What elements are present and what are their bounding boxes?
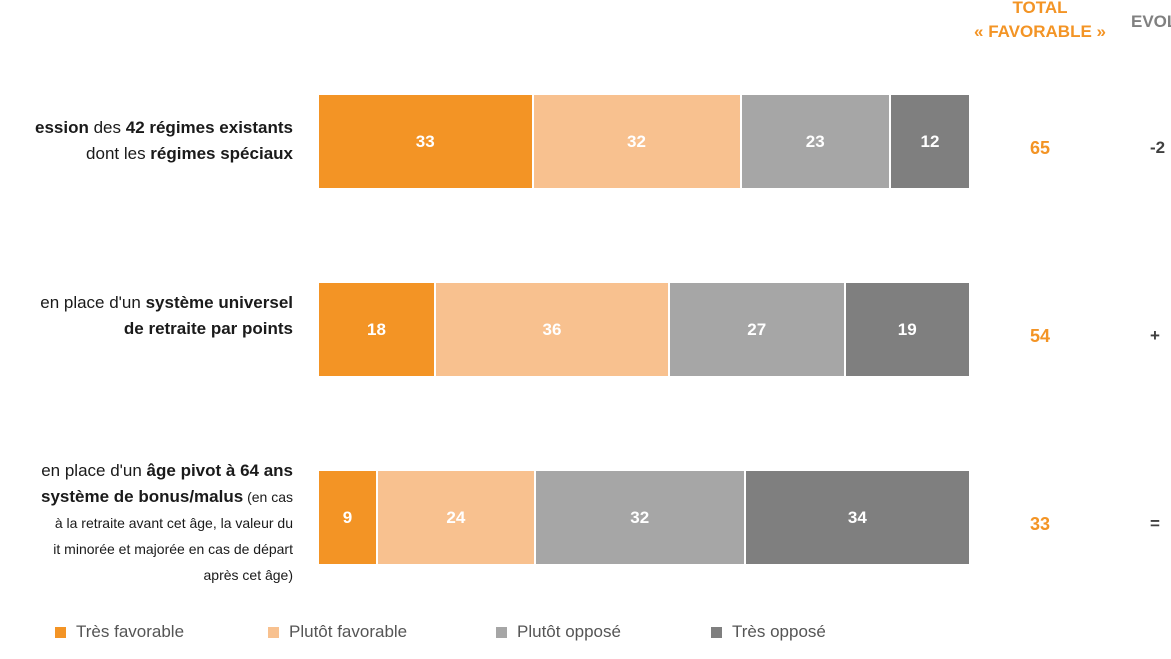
bar-segment: 36 bbox=[436, 283, 670, 376]
category-label-line: ession des 42 régimes existants bbox=[35, 115, 293, 141]
label-text: système de bonus/malus bbox=[41, 487, 244, 506]
category-label: ession des 42 régimes existants dont les … bbox=[35, 115, 293, 167]
label-text: système universel bbox=[145, 293, 293, 312]
label-text: régimes spéciaux bbox=[150, 144, 293, 163]
legend-label: Plutôt opposé bbox=[517, 622, 621, 641]
category-label-line: de retraite par points bbox=[40, 316, 293, 342]
label-text: ession bbox=[35, 118, 89, 137]
category-label-line: après cet âge) bbox=[41, 562, 294, 588]
label-text: it minorée et majorée en cas de départ bbox=[53, 541, 293, 557]
total-header-line2: « FAVORABLE » bbox=[974, 22, 1106, 41]
bar-data-label: 32 bbox=[627, 131, 646, 151]
evolution-value: = bbox=[1150, 514, 1160, 533]
bar-segment: 19 bbox=[845, 283, 969, 376]
bar-segment: 32 bbox=[533, 95, 742, 188]
legend-label: Très favorable bbox=[76, 622, 185, 641]
bar-data-label: 33 bbox=[415, 131, 435, 151]
total-favorable-value: 65 bbox=[1029, 138, 1051, 158]
bar-data-label: 34 bbox=[847, 507, 867, 527]
category-label: en place d'un système universel de retrai… bbox=[40, 290, 293, 342]
evolution-value: -2 bbox=[1150, 138, 1166, 157]
total-favorable-value: 54 bbox=[1029, 326, 1051, 346]
bar-segment: 27 bbox=[670, 283, 846, 376]
category-label-line: en place d'un système universel bbox=[40, 290, 293, 316]
evolution-value: + bbox=[1150, 326, 1160, 345]
legend-item: Plutôt favorable bbox=[268, 622, 407, 642]
category-label: en place d'un âge pivot à 64 ans système… bbox=[41, 458, 293, 588]
label-text: dont les bbox=[86, 144, 151, 163]
label-text: des bbox=[88, 118, 126, 137]
legend-label: Plutôt favorable bbox=[289, 622, 408, 641]
category-label-line: en place d'un âge pivot à 64 ans bbox=[41, 458, 293, 484]
label-text: âge pivot à 64 ans bbox=[146, 461, 293, 480]
legend-swatch bbox=[711, 626, 722, 638]
bar-segment: 12 bbox=[891, 95, 969, 188]
bar-data-label: 24 bbox=[446, 507, 466, 527]
bar-segment: 23 bbox=[741, 95, 891, 188]
label-text: (en cas bbox=[243, 489, 293, 505]
legend-item: Très opposé bbox=[711, 622, 826, 642]
bar-data-label: 36 bbox=[542, 319, 562, 339]
category-label-line: système de bonus/malus (en cas bbox=[41, 484, 293, 510]
label-text: à la retraite avant cet âge, la valeur d… bbox=[54, 515, 293, 531]
legend-item: Plutôt opposé bbox=[496, 622, 621, 642]
total-favorable-header: TOTAL « FAVORABLE » bbox=[960, 0, 1120, 44]
evolution-header: EVOL bbox=[1131, 12, 1171, 31]
bar-segment: 9 bbox=[319, 471, 379, 564]
bar-data-label: 23 bbox=[805, 131, 825, 151]
label-text: en place d'un bbox=[40, 293, 146, 312]
total-header-line1: TOTAL bbox=[1012, 0, 1068, 17]
legend-label: Très opposé bbox=[732, 622, 826, 641]
label-text: en place d'un bbox=[41, 461, 147, 480]
category-label-line: à la retraite avant cet âge, la valeur d… bbox=[41, 510, 293, 536]
bar-data-label: 19 bbox=[897, 319, 917, 339]
bar-data-label: 18 bbox=[367, 319, 386, 339]
bar-segment: 33 bbox=[319, 95, 534, 188]
bar-segment: 34 bbox=[745, 471, 969, 564]
label-text: de retraite par points bbox=[123, 319, 293, 338]
total-favorable-value: 33 bbox=[1029, 514, 1051, 534]
bar-data-label: 27 bbox=[747, 319, 767, 339]
category-label-line: dont les régimes spéciaux bbox=[35, 141, 293, 167]
category-label-line: it minorée et majorée en cas de départ bbox=[41, 536, 293, 562]
legend-swatch bbox=[55, 626, 66, 638]
bar-data-label: 32 bbox=[630, 507, 650, 527]
label-text: 42 régimes existants bbox=[125, 118, 293, 137]
legend-swatch bbox=[496, 626, 507, 638]
bar-segment: 24 bbox=[378, 471, 536, 564]
bar-data-label: 12 bbox=[920, 131, 940, 151]
legend-swatch bbox=[268, 626, 279, 638]
bar-segment: 18 bbox=[319, 283, 436, 376]
legend-item: Très favorable bbox=[55, 622, 184, 642]
label-text: après cet âge) bbox=[203, 567, 294, 583]
bar-segment: 32 bbox=[535, 471, 746, 564]
bar-data-label: 9 bbox=[342, 507, 353, 527]
